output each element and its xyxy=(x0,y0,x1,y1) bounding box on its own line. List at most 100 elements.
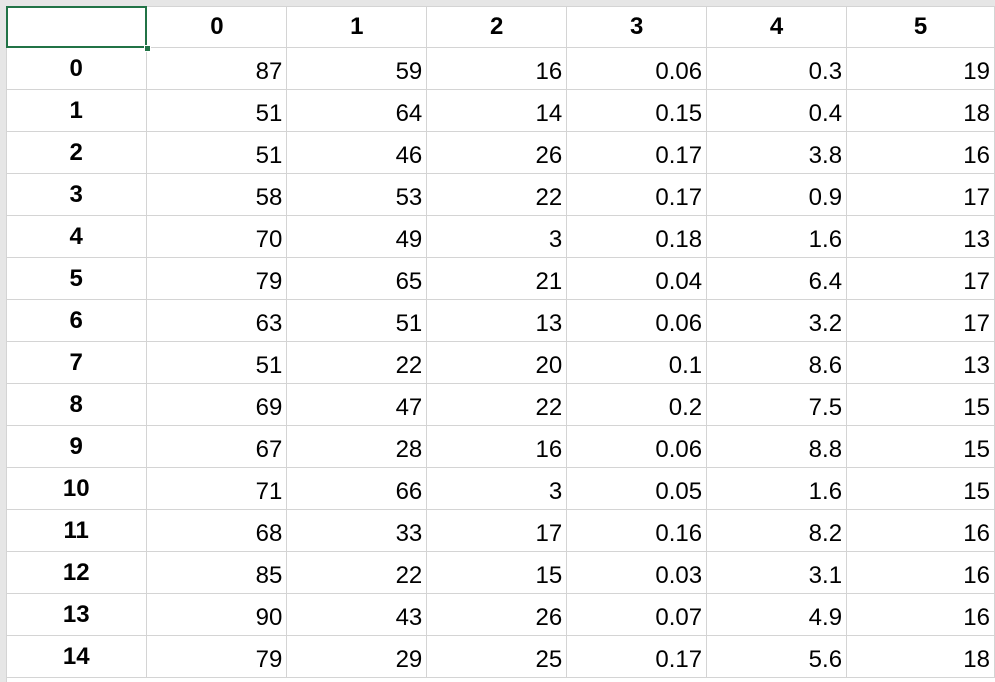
cell[interactable]: 3.1 xyxy=(706,551,848,594)
cell[interactable]: 3.8 xyxy=(706,131,848,174)
cell[interactable]: 90 xyxy=(146,593,288,636)
cell[interactable]: 0.06 xyxy=(566,299,708,342)
cell[interactable]: 0.4 xyxy=(706,89,848,132)
cell[interactable]: 33 xyxy=(286,509,428,552)
cell[interactable]: 18 xyxy=(846,89,995,132)
cell[interactable]: 69 xyxy=(146,383,288,426)
row-header[interactable]: 14 xyxy=(6,635,148,678)
cell[interactable]: 79 xyxy=(146,257,288,300)
cell[interactable]: 0.17 xyxy=(566,131,708,174)
row-header[interactable]: 1 xyxy=(6,89,148,132)
corner-cell[interactable] xyxy=(6,6,148,48)
cell[interactable]: 87 xyxy=(146,47,288,90)
cell[interactable]: 0.1 xyxy=(566,341,708,384)
row-header[interactable]: 11 xyxy=(6,509,148,552)
column-header[interactable]: 1 xyxy=(286,6,428,48)
cell[interactable]: 0.16 xyxy=(566,509,708,552)
cell[interactable]: 51 xyxy=(146,89,288,132)
cell[interactable]: 8.2 xyxy=(706,509,848,552)
cell[interactable]: 7.5 xyxy=(706,383,848,426)
cell[interactable]: 28 xyxy=(286,425,428,468)
cell[interactable]: 63 xyxy=(146,299,288,342)
cell[interactable]: 16 xyxy=(846,593,995,636)
row-header[interactable]: 4 xyxy=(6,215,148,258)
cell[interactable]: 5.6 xyxy=(706,635,848,678)
row-header[interactable]: 6 xyxy=(6,299,148,342)
cell[interactable]: 17 xyxy=(846,257,995,300)
cell[interactable]: 19 xyxy=(846,47,995,90)
cell[interactable]: 3.2 xyxy=(706,299,848,342)
cell[interactable]: 8.6 xyxy=(706,341,848,384)
row-header[interactable]: 13 xyxy=(6,593,148,636)
cell[interactable]: 47 xyxy=(286,383,428,426)
cell[interactable]: 22 xyxy=(286,341,428,384)
cell[interactable]: 25 xyxy=(426,635,568,678)
cell[interactable]: 85 xyxy=(146,551,288,594)
cell[interactable]: 51 xyxy=(146,341,288,384)
cell[interactable]: 68 xyxy=(146,509,288,552)
cell[interactable]: 29 xyxy=(286,635,428,678)
cell[interactable]: 26 xyxy=(426,131,568,174)
fill-handle[interactable] xyxy=(144,45,151,52)
cell[interactable]: 22 xyxy=(426,383,568,426)
cell[interactable]: 65 xyxy=(286,257,428,300)
row-header[interactable]: 0 xyxy=(6,47,148,90)
cell[interactable]: 46 xyxy=(286,131,428,174)
cell[interactable]: 4.9 xyxy=(706,593,848,636)
cell[interactable]: 16 xyxy=(426,47,568,90)
column-header[interactable]: 4 xyxy=(706,6,848,48)
cell[interactable]: 22 xyxy=(286,551,428,594)
cell[interactable]: 0.3 xyxy=(706,47,848,90)
cell[interactable]: 1.6 xyxy=(706,215,848,258)
cell[interactable]: 15 xyxy=(426,551,568,594)
cell[interactable]: 0.17 xyxy=(566,173,708,216)
column-header[interactable]: 5 xyxy=(846,6,995,48)
cell[interactable]: 0.06 xyxy=(566,425,708,468)
cell[interactable]: 58 xyxy=(146,173,288,216)
cell[interactable]: 16 xyxy=(426,425,568,468)
cell[interactable]: 0.2 xyxy=(566,383,708,426)
cell[interactable]: 8.8 xyxy=(706,425,848,468)
cell[interactable]: 26 xyxy=(426,593,568,636)
row-header[interactable]: 2 xyxy=(6,131,148,174)
cell[interactable]: 59 xyxy=(286,47,428,90)
cell[interactable]: 53 xyxy=(286,173,428,216)
cell[interactable]: 0.18 xyxy=(566,215,708,258)
row-header[interactable]: 10 xyxy=(6,467,148,510)
cell[interactable]: 17 xyxy=(846,299,995,342)
cell[interactable]: 17 xyxy=(846,173,995,216)
cell[interactable]: 66 xyxy=(286,467,428,510)
cell[interactable]: 43 xyxy=(286,593,428,636)
cell[interactable]: 20 xyxy=(426,341,568,384)
row-header[interactable]: 9 xyxy=(6,425,148,468)
cell[interactable]: 16 xyxy=(846,131,995,174)
cell[interactable]: 71 xyxy=(146,467,288,510)
cell[interactable]: 0.03 xyxy=(566,551,708,594)
row-header[interactable]: 12 xyxy=(6,551,148,594)
cell[interactable]: 17 xyxy=(426,509,568,552)
cell[interactable]: 13 xyxy=(426,299,568,342)
cell[interactable]: 0.04 xyxy=(566,257,708,300)
cell[interactable]: 0.06 xyxy=(566,47,708,90)
cell[interactable]: 67 xyxy=(146,425,288,468)
cell[interactable]: 0.15 xyxy=(566,89,708,132)
cell[interactable]: 79 xyxy=(146,635,288,678)
cell[interactable]: 15 xyxy=(846,383,995,426)
cell[interactable]: 0.17 xyxy=(566,635,708,678)
cell[interactable]: 16 xyxy=(846,551,995,594)
cell[interactable]: 18 xyxy=(846,635,995,678)
cell[interactable]: 6.4 xyxy=(706,257,848,300)
cell[interactable]: 13 xyxy=(846,341,995,384)
cell[interactable]: 21 xyxy=(426,257,568,300)
row-header[interactable]: 5 xyxy=(6,257,148,300)
cell[interactable]: 0.07 xyxy=(566,593,708,636)
cell[interactable]: 64 xyxy=(286,89,428,132)
column-header[interactable]: 3 xyxy=(566,6,708,48)
cell[interactable]: 22 xyxy=(426,173,568,216)
cell[interactable]: 1.6 xyxy=(706,467,848,510)
cell[interactable]: 15 xyxy=(846,425,995,468)
row-header[interactable]: 3 xyxy=(6,173,148,216)
cell[interactable]: 70 xyxy=(146,215,288,258)
cell[interactable]: 3 xyxy=(426,467,568,510)
cell[interactable]: 16 xyxy=(846,509,995,552)
